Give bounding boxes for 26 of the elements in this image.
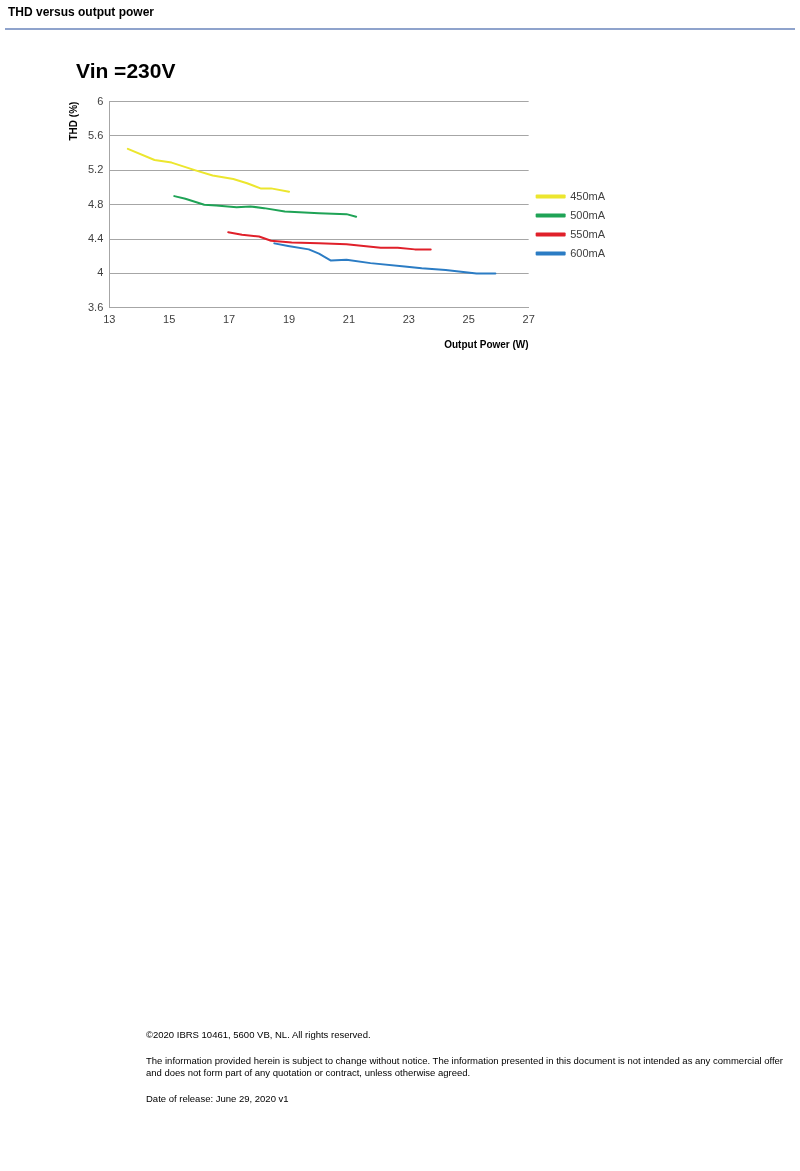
y-tick-label: 3.6 bbox=[87, 300, 104, 313]
x-axis-title: Output Power (W) bbox=[444, 338, 529, 350]
text: The information provided herein is subject to change without notice. The information presented in this document is not intended as any commercial offer and does not form part of any quotation or contract, unless otherwise agreed. bbox=[146, 1054, 785, 1080]
y-tick-label: 5.6 bbox=[87, 129, 104, 141]
x-tick-label: 23 bbox=[402, 313, 415, 326]
text: ©2020 IBRS 10461, 5600 VB, NL. All rights reserved. bbox=[146, 1029, 372, 1042]
chart-title: THD versus output power bbox=[8, 5, 155, 19]
legend-label: 600mA bbox=[570, 246, 606, 259]
x-tick-label: 27 bbox=[522, 313, 535, 326]
x-tick-label: 21 bbox=[342, 313, 356, 326]
x-tick-label: 19 bbox=[282, 313, 296, 326]
y-tick-label: 4.4 bbox=[87, 232, 104, 245]
y-tick-label: 5.2 bbox=[87, 163, 104, 176]
x-tick-label: 15 bbox=[163, 313, 176, 326]
x-tick-label: 13 bbox=[103, 313, 116, 326]
y-tick-label: 4.8 bbox=[87, 197, 104, 210]
legend-label: 500mA bbox=[570, 208, 606, 221]
x-tick-label: 17 bbox=[222, 313, 236, 326]
legend-label: 450mA bbox=[570, 189, 606, 202]
y-tick-label: 6 bbox=[97, 94, 104, 107]
legend-label: 550mA bbox=[570, 227, 606, 240]
text: Date of release: June 29, 2020 v1 bbox=[146, 1092, 290, 1105]
x-tick-label: 25 bbox=[462, 313, 475, 326]
y-axis-title: THD (%) bbox=[67, 101, 79, 141]
y-tick-label: 4 bbox=[97, 266, 104, 279]
chart-subtitle: Vin =230V bbox=[76, 59, 176, 83]
